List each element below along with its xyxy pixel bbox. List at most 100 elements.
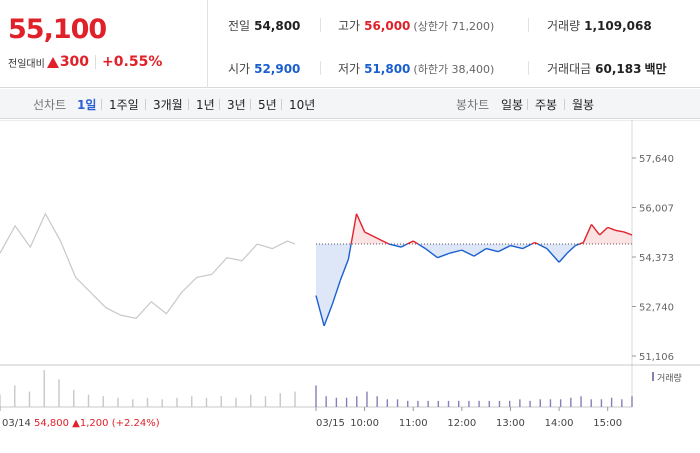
price-line-up: [531, 241, 536, 245]
change-value: 300: [59, 54, 90, 70]
stat-prev-close: 전일 54,800: [228, 17, 300, 34]
price-line-down: [485, 247, 499, 253]
area-above-prev: [599, 227, 608, 245]
stat-sub: (상한가 71,200): [413, 20, 495, 33]
price-line-up: [376, 237, 390, 245]
area-below-prev: [340, 244, 349, 281]
candle-chart-label: 봉차트: [456, 98, 490, 112]
price-line-down: [347, 243, 352, 260]
tab-5year[interactable]: 5년: [258, 98, 277, 112]
area-above-prev: [615, 230, 624, 245]
stat-value: 1,109,068: [584, 19, 652, 33]
divider: [320, 61, 321, 75]
x-tick-label: 14:00: [545, 418, 574, 429]
current-price: 55,100: [8, 14, 107, 45]
price-line-up: [590, 223, 601, 236]
price-line-down: [339, 258, 350, 281]
stat-high: 고가 56,000 (상한가 71,200): [338, 17, 494, 34]
price-line-up: [615, 229, 625, 233]
area-below-prev: [425, 244, 438, 258]
price-line-down: [331, 280, 341, 305]
price-line-up: [350, 213, 358, 245]
price-line-down: [522, 243, 533, 250]
price-line-down: [510, 244, 523, 250]
prev-close-value: 54,800: [31, 418, 69, 429]
divider: [101, 99, 102, 110]
stat-value: 54,800: [254, 19, 301, 33]
tab-3year[interactable]: 3년: [227, 98, 246, 112]
stat-volume: 거래량 1,109,068: [547, 17, 652, 34]
area-below-prev: [332, 244, 341, 305]
prev-day-caption: 03/14 54,800 ▲1,200 (+2.24%): [2, 418, 160, 429]
tab-1year[interactable]: 1년: [196, 98, 215, 112]
price-line-down: [537, 243, 548, 250]
change-label: 전일대비: [8, 58, 45, 70]
divider: [564, 99, 565, 110]
chart-toolbar: 선차트 1일 1주일 3개월 1년 3년 5년 10년 봉차트 일봉 주봉 월봉: [0, 89, 700, 119]
prev-day-line: [0, 212, 296, 319]
divider: [250, 99, 251, 110]
price-line-up: [364, 231, 378, 239]
price-line-up: [406, 240, 414, 245]
tab-1week[interactable]: 1주일: [109, 98, 139, 112]
area-above-prev: [623, 231, 632, 245]
x-tick-label: 12:00: [447, 418, 476, 429]
price-line-down: [497, 244, 511, 253]
tab-monthly-candle[interactable]: 월봉: [572, 98, 595, 112]
up-arrow-icon: [46, 56, 59, 68]
price-line-down: [461, 249, 475, 257]
price-line-up: [623, 231, 633, 236]
x-tick-label: 15:00: [593, 418, 622, 429]
price-line-up: [534, 241, 539, 245]
divider: [527, 99, 528, 110]
divider: [188, 99, 189, 110]
tab-1day[interactable]: 1일: [77, 98, 97, 112]
area-above-prev: [356, 213, 365, 245]
prev-change-value: 1,200: [80, 418, 109, 429]
divider: [528, 18, 529, 32]
price-chart-svg: 57,640 56,007 54,373 52,740 51,106 거래량 03/15 10…: [0, 119, 700, 429]
price-line-up: [599, 226, 609, 236]
y-tick-label: 56,007: [639, 203, 674, 214]
quote-summary: 55,100 전일대비 300 +0.55% 전일 54,800 고가 56,000…: [0, 0, 700, 88]
stat-label: 시가: [228, 62, 251, 76]
change-percent: +0.55%: [102, 54, 163, 70]
divider: [145, 99, 146, 110]
price-line-down: [575, 243, 580, 247]
stat-value: 56,000: [364, 19, 411, 33]
price-line-up: [412, 240, 419, 245]
price-line-down: [449, 249, 463, 254]
x-tick-label: 10:00: [350, 418, 379, 429]
price-line-up: [355, 213, 366, 233]
divider: [219, 99, 220, 110]
price-chart[interactable]: 57,640 56,007 54,373 52,740 51,106 거래량 03/15 10…: [0, 119, 700, 450]
area-above-prev: [607, 227, 616, 245]
line-chart-label: 선차트: [33, 98, 67, 112]
tab-weekly-candle[interactable]: 주봉: [535, 98, 558, 112]
divider: [95, 55, 97, 69]
price-line-down: [437, 252, 450, 259]
price-line-down: [417, 243, 426, 250]
stat-label: 거래대금: [547, 62, 592, 76]
area-below-prev: [474, 244, 487, 257]
divider: [281, 99, 282, 110]
stat-value: 60,183: [595, 62, 642, 76]
x-tick-label: 03/15: [316, 418, 345, 429]
stat-unit: 백만: [644, 62, 667, 76]
stat-amount: 거래대금 60,183 백만: [547, 60, 667, 77]
divider: [528, 61, 529, 75]
area-below-prev: [316, 244, 325, 326]
area-above-prev: [591, 224, 600, 245]
stat-label: 고가: [338, 19, 361, 33]
price-line-down: [400, 243, 408, 248]
tab-daily-candle[interactable]: 일봉: [501, 98, 524, 112]
price-box: 55,100 전일대비 300 +0.55%: [0, 0, 208, 88]
tab-10year[interactable]: 10년: [289, 98, 316, 112]
tab-3month[interactable]: 3개월: [153, 98, 183, 112]
stat-label: 전일: [228, 19, 251, 33]
price-line-down: [546, 248, 560, 263]
divider: [320, 18, 321, 32]
area-below-prev: [461, 244, 474, 257]
price-line-down: [323, 304, 333, 327]
stat-low: 저가 51,800 (하한가 38,400): [338, 60, 494, 77]
